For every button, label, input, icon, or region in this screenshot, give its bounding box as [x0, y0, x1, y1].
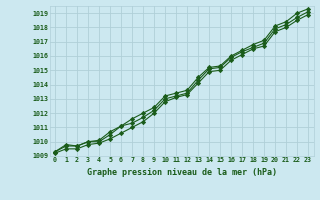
X-axis label: Graphe pression niveau de la mer (hPa): Graphe pression niveau de la mer (hPa): [87, 168, 276, 177]
